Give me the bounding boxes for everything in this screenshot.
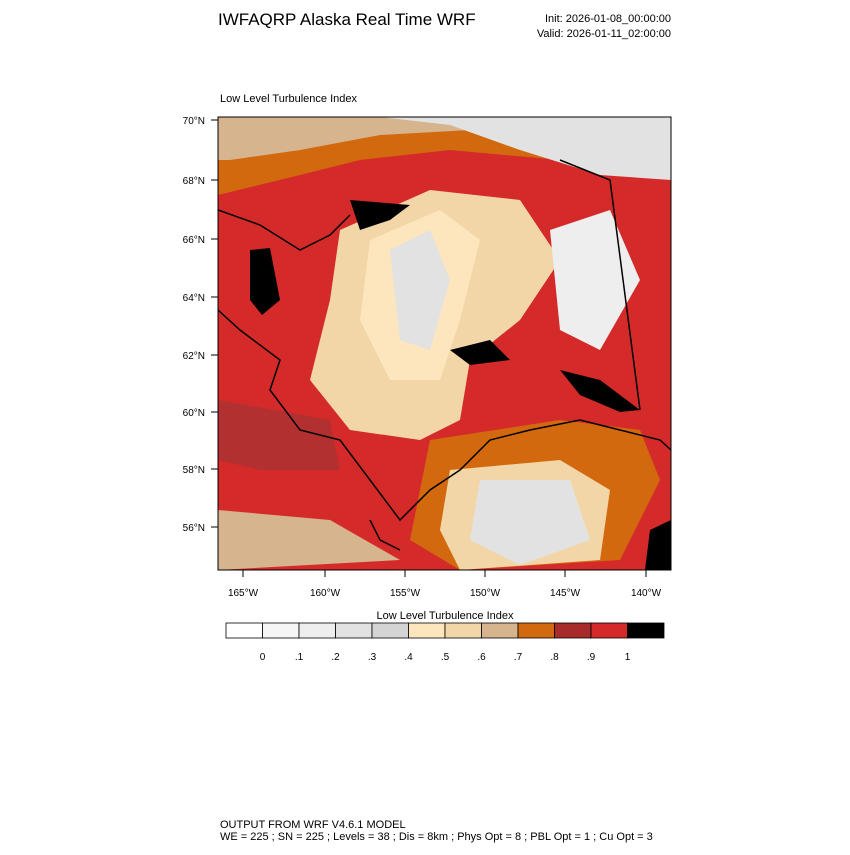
footer-line: OUTPUT FROM WRF V4.6.1 MODEL [220, 819, 406, 831]
colorbar-box [262, 622, 300, 639]
lat-label: 68°N [183, 176, 205, 187]
lat-labels: 70°N 68°N 66°N 64°N 62°N 60°N 58°N 56°N [183, 116, 218, 534]
valid-time: Valid: 2026-01-11_02:00:00 [537, 28, 671, 40]
colorbar-box [517, 622, 555, 639]
lon-label: 140°W [631, 588, 662, 599]
colorbar-label: .1 [295, 652, 304, 663]
map-frame [217, 116, 672, 571]
colorbar-label: .2 [331, 652, 340, 663]
map-field [218, 117, 671, 570]
colorbar-label: .6 [477, 652, 486, 663]
colorbar-label: .3 [368, 652, 377, 663]
colorbar-box [481, 622, 519, 639]
lat-label: 56°N [183, 523, 205, 534]
colorbar-box [298, 622, 336, 639]
lat-label: 70°N [183, 116, 205, 127]
colorbar: 0 .1 .2 .3 .4 .5 .6 .7 .8 .9 1 [225, 622, 665, 663]
lon-label: 160°W [310, 588, 341, 599]
lat-label: 60°N [183, 408, 205, 419]
colorbar-label: 0 [260, 652, 266, 663]
colorbar-label: 1 [625, 652, 631, 663]
plot-subtitle: Low Level Turbulence Index [220, 93, 357, 105]
colorbar-label: .7 [514, 652, 523, 663]
colorbar-box [335, 622, 373, 639]
title: IWFAQRP Alaska Real Time WRF [218, 10, 476, 29]
colorbar-label: .5 [441, 652, 450, 663]
colorbar-label: .9 [587, 652, 596, 663]
lon-label: 155°W [390, 588, 421, 599]
colorbar-box [627, 622, 665, 639]
colorbar-box [444, 622, 482, 639]
lat-label: 62°N [183, 351, 205, 362]
lat-label: 66°N [183, 235, 205, 246]
colorbar-box [408, 622, 446, 639]
lat-label: 58°N [183, 465, 205, 476]
init-time: Init: 2026-01-08_00:00:00 [545, 13, 671, 25]
colorbar-box [590, 622, 628, 639]
colorbar-label: .4 [404, 652, 413, 663]
lon-label: 145°W [550, 588, 581, 599]
colorbar-title: Low Level Turbulence Index [377, 610, 514, 622]
footer-line: WE = 225 ; SN = 225 ; Levels = 38 ; Dis … [220, 831, 653, 843]
colorbar-label: .8 [550, 652, 559, 663]
lon-label: 165°W [228, 588, 259, 599]
colorbar-box [554, 622, 592, 639]
lon-label: 150°W [470, 588, 501, 599]
colorbar-box [225, 622, 263, 639]
colorbar-box [371, 622, 409, 639]
lon-labels: 165°W 160°W 155°W 150°W 145°W 140°W [228, 570, 662, 599]
lat-label: 64°N [183, 293, 205, 304]
